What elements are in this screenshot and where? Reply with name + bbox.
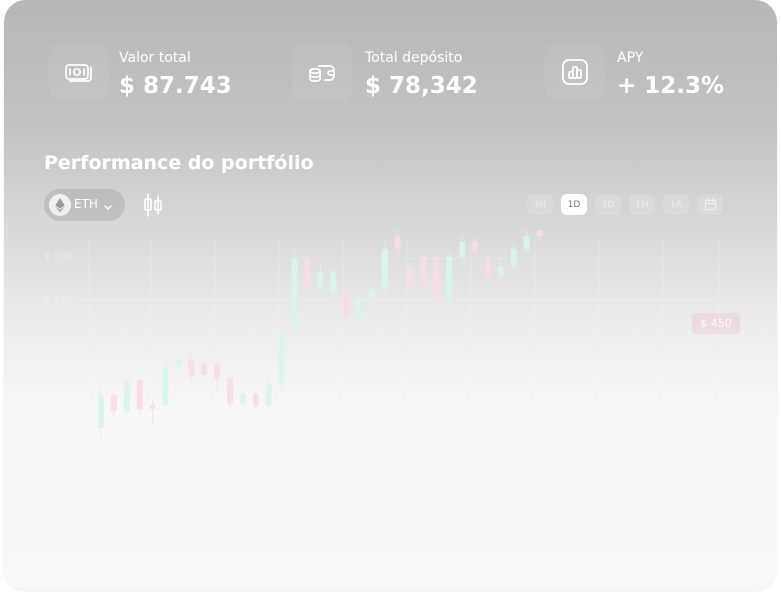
candle-up — [459, 241, 466, 257]
candle-down — [188, 359, 195, 375]
asset-symbol: ETH — [74, 197, 98, 211]
candle-up — [98, 394, 104, 428]
y-tick-label: $ 500 — [44, 252, 73, 263]
stat-label: Valor total — [119, 50, 191, 66]
candle-down — [304, 258, 311, 288]
candlestick-chart: $ 500 $ 450 — [44, 230, 720, 490]
candle-down — [214, 363, 221, 379]
candle-down — [110, 394, 117, 411]
chevron-down-icon — [103, 197, 113, 216]
candle-up — [278, 333, 285, 385]
stat-label: APY — [617, 50, 644, 66]
candle-up — [317, 272, 324, 288]
current-price-badge: $ 450 — [692, 313, 740, 334]
candle-up — [175, 359, 182, 367]
ethereum-icon — [49, 194, 71, 216]
candle-down — [407, 268, 414, 286]
candle-up — [123, 380, 130, 411]
range-1d-button[interactable]: 1D — [561, 194, 587, 215]
candle-up — [330, 272, 337, 294]
range-1a-button[interactable]: 1A — [663, 194, 689, 215]
money-stack-icon — [49, 42, 109, 102]
range-3d-button[interactable]: 3D — [595, 194, 621, 215]
candles — [98, 230, 543, 443]
candle-down — [201, 363, 208, 375]
candlestick-toggle-icon[interactable] — [141, 192, 165, 218]
candle-down — [394, 236, 401, 250]
candle-down — [252, 393, 259, 406]
candle-up — [368, 289, 375, 299]
coins-wallet-icon — [292, 42, 352, 102]
portfolio-card: Valor total $ 87.743 Total depósito $ 78… — [4, 0, 777, 590]
candle-down — [149, 405, 156, 409]
chart-grid — [79, 240, 720, 490]
candle-up — [523, 236, 530, 250]
y-tick-label: $ 450 — [44, 295, 73, 306]
stat-value: + 12.3% — [617, 73, 725, 99]
candle-up — [381, 249, 388, 290]
asset-select[interactable]: ETH — [44, 189, 125, 221]
candle-down — [227, 378, 233, 404]
candle-up — [356, 298, 362, 318]
candle-up — [510, 249, 517, 267]
section-title: Performance do portfólio — [44, 152, 314, 174]
range-1h-button[interactable]: 1H — [527, 194, 553, 215]
stat-label: Total depósito — [365, 50, 463, 66]
candle-up — [162, 366, 169, 406]
candle-up — [446, 257, 453, 299]
candle-down — [136, 380, 143, 409]
candle-down — [472, 241, 479, 252]
candle-down — [343, 293, 350, 318]
bar-chart-icon — [545, 42, 605, 102]
candle-up — [291, 258, 298, 333]
stat-value: $ 78,342 — [365, 73, 478, 99]
candle-down — [433, 257, 440, 299]
range-1m-button[interactable]: 1M — [629, 194, 655, 215]
calendar-icon[interactable] — [697, 194, 723, 215]
time-range-selector: 1H 1D 3D 1M 1A — [527, 194, 723, 215]
stat-value: $ 87.743 — [119, 73, 232, 99]
candle-up — [497, 266, 504, 276]
candle-down — [536, 230, 543, 237]
candle-down — [485, 258, 491, 276]
candle-up — [239, 393, 246, 404]
candle-down — [420, 257, 427, 282]
candle-up — [265, 384, 272, 406]
